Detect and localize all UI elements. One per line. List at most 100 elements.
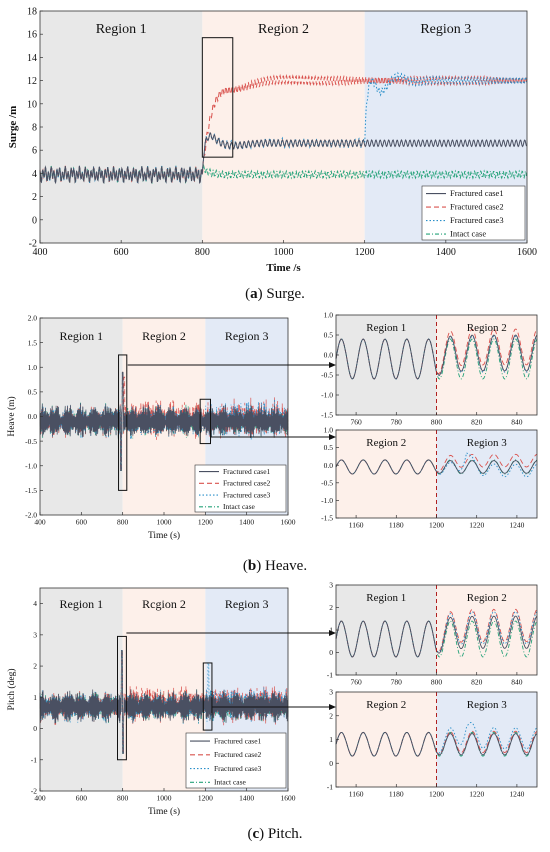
x-axis-label: Time /s (266, 262, 301, 274)
region-label: Region 2 (142, 329, 186, 343)
y-tick-label: -1.0 (321, 391, 333, 400)
y-tick-label: 1 (329, 735, 333, 744)
legend-label: Intact case (214, 778, 247, 787)
x-tick-label: 1000 (157, 794, 172, 803)
x-tick-label: 1180 (389, 521, 404, 530)
zoom-box (199, 398, 212, 445)
y-tick-label: -1 (31, 755, 37, 764)
y-tick-label: 0.0 (28, 412, 38, 421)
y-tick-label: 0.5 (324, 331, 334, 340)
zoom-box (201, 37, 234, 158)
region-label: Region 1 (59, 329, 103, 343)
caption-a: (a) Surge. (245, 286, 305, 302)
y-tick-label: 0 (33, 724, 37, 733)
x-tick-label: 1200 (429, 521, 444, 530)
y-tick-label: 4 (32, 169, 37, 180)
y-tick-label: 3 (329, 581, 333, 590)
legend-label: Fractured case1 (214, 736, 262, 745)
x-tick-label: 800 (117, 518, 129, 527)
region-label: Region 1 (366, 592, 406, 604)
y-tick-label: -2 (29, 239, 37, 250)
y-tick-label: 1.0 (324, 311, 334, 320)
y-tick-label: 2 (32, 192, 37, 203)
x-tick-label: 600 (114, 247, 129, 258)
legend-box (185, 732, 287, 789)
x-tick-label: 1000 (274, 247, 294, 258)
x-tick-label: 1180 (389, 790, 404, 799)
y-tick-label: 16 (27, 30, 37, 41)
region-label: Region 2 (258, 22, 309, 37)
y-tick-label: 2 (33, 662, 37, 671)
x-tick-label: 800 (117, 794, 129, 803)
region-label: Region 2 (366, 437, 406, 449)
x-tick-label: 1000 (157, 518, 172, 527)
y-tick-label: 1.0 (324, 426, 334, 435)
y-tick-label: -2 (31, 787, 37, 796)
x-tick-label: 1200 (429, 790, 444, 799)
legend-label: Fractured case3 (223, 490, 271, 499)
y-tick-label: 4 (33, 599, 37, 608)
x-tick-label: 1600 (517, 247, 537, 258)
series-line (39, 650, 289, 754)
y-tick-label: -1 (327, 671, 333, 680)
caption-b: (b) Heave. (242, 558, 308, 574)
x-tick-label: 1220 (469, 790, 484, 799)
series-line (39, 73, 527, 185)
x-tick-label: 760 (350, 678, 362, 687)
y-tick-label: -2.0 (25, 511, 37, 520)
legend-label: Intact case (223, 502, 256, 511)
legend-label: Fractured case2 (450, 202, 504, 212)
zoom-series-line (335, 459, 538, 475)
region-band (336, 585, 437, 675)
y-tick-label: -1.5 (321, 411, 333, 420)
y-tick-label: 0.5 (28, 388, 38, 397)
series-line (39, 371, 289, 472)
legend-label: Fractured case3 (214, 764, 262, 773)
region-band (202, 11, 365, 243)
y-axis-label: Pitch (deg) (6, 669, 17, 711)
y-tick-label: -1.0 (321, 496, 333, 505)
x-tick-label: 800 (431, 678, 443, 687)
y-tick-label: 10 (27, 99, 37, 110)
x-axis-label: Time (s) (148, 806, 180, 817)
x-tick-label: 400 (34, 518, 46, 527)
zoom-box (118, 354, 128, 491)
x-tick-label: 1240 (509, 790, 524, 799)
y-axis-label: Heave (m) (6, 396, 17, 436)
zoom-arrow-head (329, 362, 336, 368)
y-tick-label: 0 (329, 648, 333, 657)
y-tick-label: 1 (33, 693, 37, 702)
x-tick-label: 1600 (281, 794, 296, 803)
zoom-arrow-head (329, 434, 336, 440)
region-label: Region 3 (225, 597, 269, 611)
y-tick-label: -0.5 (321, 371, 333, 380)
x-tick-label: 400 (33, 247, 48, 258)
y-tick-label: 1.0 (28, 363, 38, 372)
region-label: Region 3 (467, 699, 508, 711)
y-tick-label: -1 (327, 783, 333, 792)
x-tick-label: 1220 (469, 521, 484, 530)
region-band (40, 588, 123, 791)
region-label: Region 3 (225, 329, 269, 343)
caption-c: (c) Pitch. (247, 826, 303, 842)
legend-box (194, 464, 287, 513)
y-tick-label: 0.5 (324, 443, 334, 452)
x-tick-label: 1200 (198, 794, 213, 803)
x-tick-label: 1160 (349, 790, 364, 799)
y-tick-label: 12 (27, 76, 37, 87)
region-label: Region 2 (366, 699, 406, 711)
y-tick-label: 8 (32, 123, 37, 134)
x-tick-label: 840 (511, 418, 523, 427)
region-band (336, 692, 437, 787)
y-tick-label: 0.0 (324, 461, 334, 470)
y-tick-label: 14 (27, 53, 37, 64)
y-tick-label: 6 (32, 146, 37, 157)
y-tick-label: 2 (329, 711, 333, 720)
x-tick-label: 1200 (198, 518, 213, 527)
legend-label: Fractured case3 (450, 215, 504, 225)
x-tick-label: 400 (34, 794, 46, 803)
zoom-arrow-head (329, 630, 336, 636)
region-label: Region 2 (467, 322, 507, 334)
x-tick-label: 800 (431, 418, 443, 427)
